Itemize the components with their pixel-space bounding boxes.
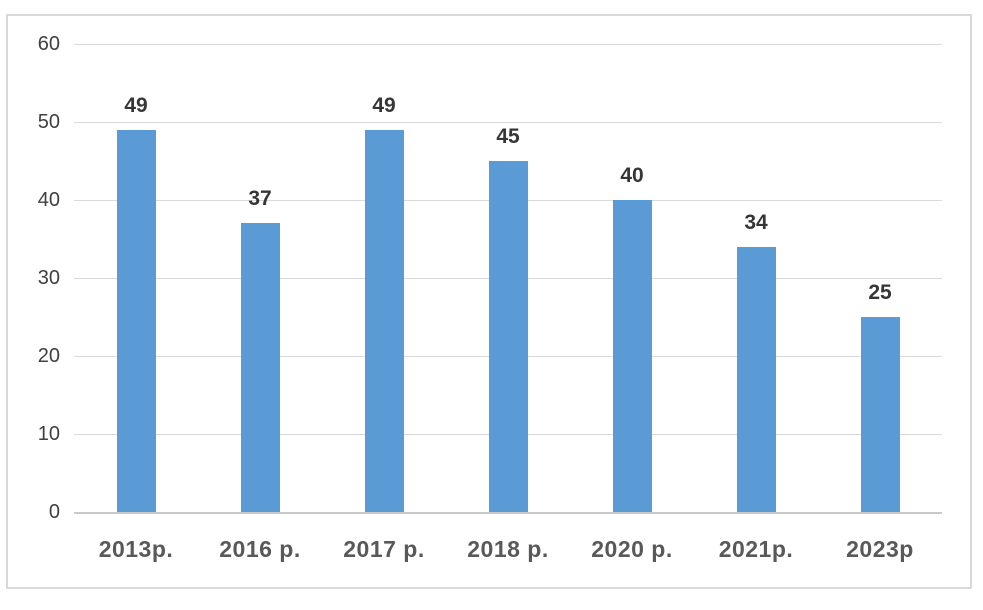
x-category-label: 2021p. bbox=[718, 536, 794, 562]
bar bbox=[489, 161, 528, 512]
x-axis-line bbox=[74, 512, 942, 514]
x-category-label: 2016 p. bbox=[219, 536, 301, 562]
y-tick-label: 30 bbox=[37, 267, 60, 289]
bar-chart-panel: 49 37 49 45 40 34 25 0 10 20 30 40 50 60 2013p. 2016 … bbox=[6, 14, 972, 589]
x-category-label: 2017 p. bbox=[343, 536, 425, 562]
x-category-label: 2023p bbox=[846, 536, 914, 562]
y-tick-label: 50 bbox=[37, 111, 60, 133]
bar bbox=[861, 317, 900, 512]
bar-value-label: 37 bbox=[248, 187, 272, 210]
bar-value-label: 25 bbox=[868, 281, 892, 304]
y-tick-label: 60 bbox=[37, 33, 60, 55]
bar-value-label: 34 bbox=[744, 211, 768, 234]
y-tick-label: 40 bbox=[37, 189, 60, 211]
bar-value-label: 49 bbox=[372, 94, 396, 117]
bar bbox=[365, 130, 404, 512]
bar-value-label: 40 bbox=[620, 164, 644, 187]
gridline bbox=[74, 44, 942, 45]
plot-area: 49 37 49 45 40 34 25 bbox=[74, 44, 942, 514]
y-tick-label: 0 bbox=[48, 501, 60, 523]
bar bbox=[737, 247, 776, 512]
bar bbox=[117, 130, 156, 512]
gridline bbox=[74, 122, 942, 123]
x-category-label: 2018 p. bbox=[467, 536, 549, 562]
x-category-label: 2020 p. bbox=[591, 536, 673, 562]
bar-value-label: 49 bbox=[124, 94, 148, 117]
bar-value-label: 45 bbox=[496, 125, 520, 148]
bar bbox=[241, 223, 280, 512]
bar bbox=[613, 200, 652, 512]
x-category-label: 2013p. bbox=[98, 536, 174, 562]
y-tick-label: 10 bbox=[37, 423, 60, 445]
y-tick-label: 20 bbox=[37, 345, 60, 367]
